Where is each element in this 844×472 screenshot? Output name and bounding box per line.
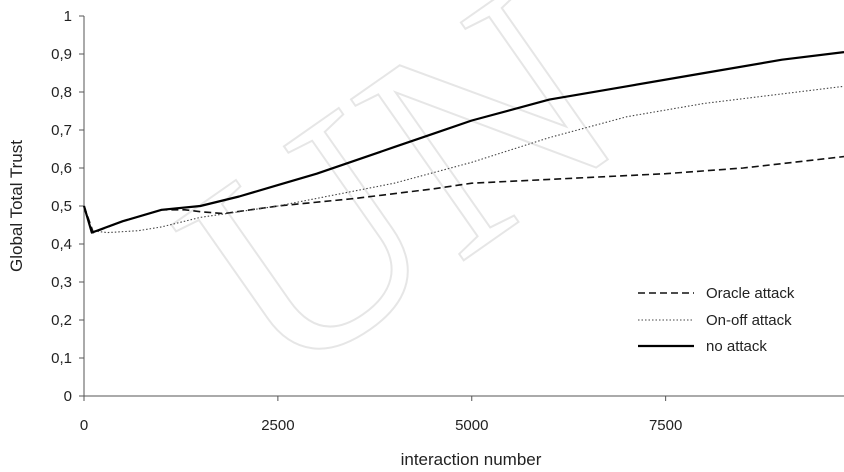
x-tick-label: 0: [80, 417, 88, 434]
legend-item-on-off-attack: On-off attack: [638, 312, 792, 329]
legend-item-no-attack: no attack: [638, 338, 767, 355]
x-tick-label: 5000: [455, 417, 488, 434]
x-tick-label: 7500: [649, 417, 682, 434]
y-tick-label: 0,6: [51, 160, 72, 177]
y-tick-label: 0,3: [51, 274, 72, 291]
legend-label-on-off-attack: On-off attack: [706, 312, 792, 329]
y-tick-label: 0,8: [51, 84, 72, 101]
svg-text:UN: UN: [126, 0, 671, 443]
series-layer: [82, 51, 844, 234]
x-tick-label: 2500: [261, 417, 294, 434]
legend: Oracle attack On-off attack no attack: [638, 285, 795, 355]
y-tick-label: 0,4: [51, 236, 72, 253]
y-ticks: 0 0,1 0,2 0,3 0,4 0,5 0,6 0,7 0,8 0,9 1: [51, 8, 84, 405]
x-axis-title: interaction number: [401, 450, 542, 469]
y-tick-label: 0,1: [51, 350, 72, 367]
x-ticks: 0 2500 5000 7500: [80, 396, 682, 434]
y-tick-label: 1: [64, 8, 72, 25]
watermark: UN: [125, 0, 672, 444]
series-line-no-attack: [82, 51, 844, 234]
legend-label-oracle-attack: Oracle attack: [706, 285, 795, 302]
y-tick-label: 0,2: [51, 312, 72, 329]
legend-label-no-attack: no attack: [706, 338, 767, 355]
series-line-on-off-attack: [83, 85, 844, 234]
y-tick-label: 0,7: [51, 122, 72, 139]
y-tick-label: 0,9: [51, 46, 72, 63]
y-axis-title: Global Total Trust: [7, 140, 26, 272]
y-tick-label: 0,5: [51, 198, 72, 215]
legend-item-oracle-attack: Oracle attack: [638, 285, 795, 302]
y-tick-label: 0: [64, 388, 72, 405]
